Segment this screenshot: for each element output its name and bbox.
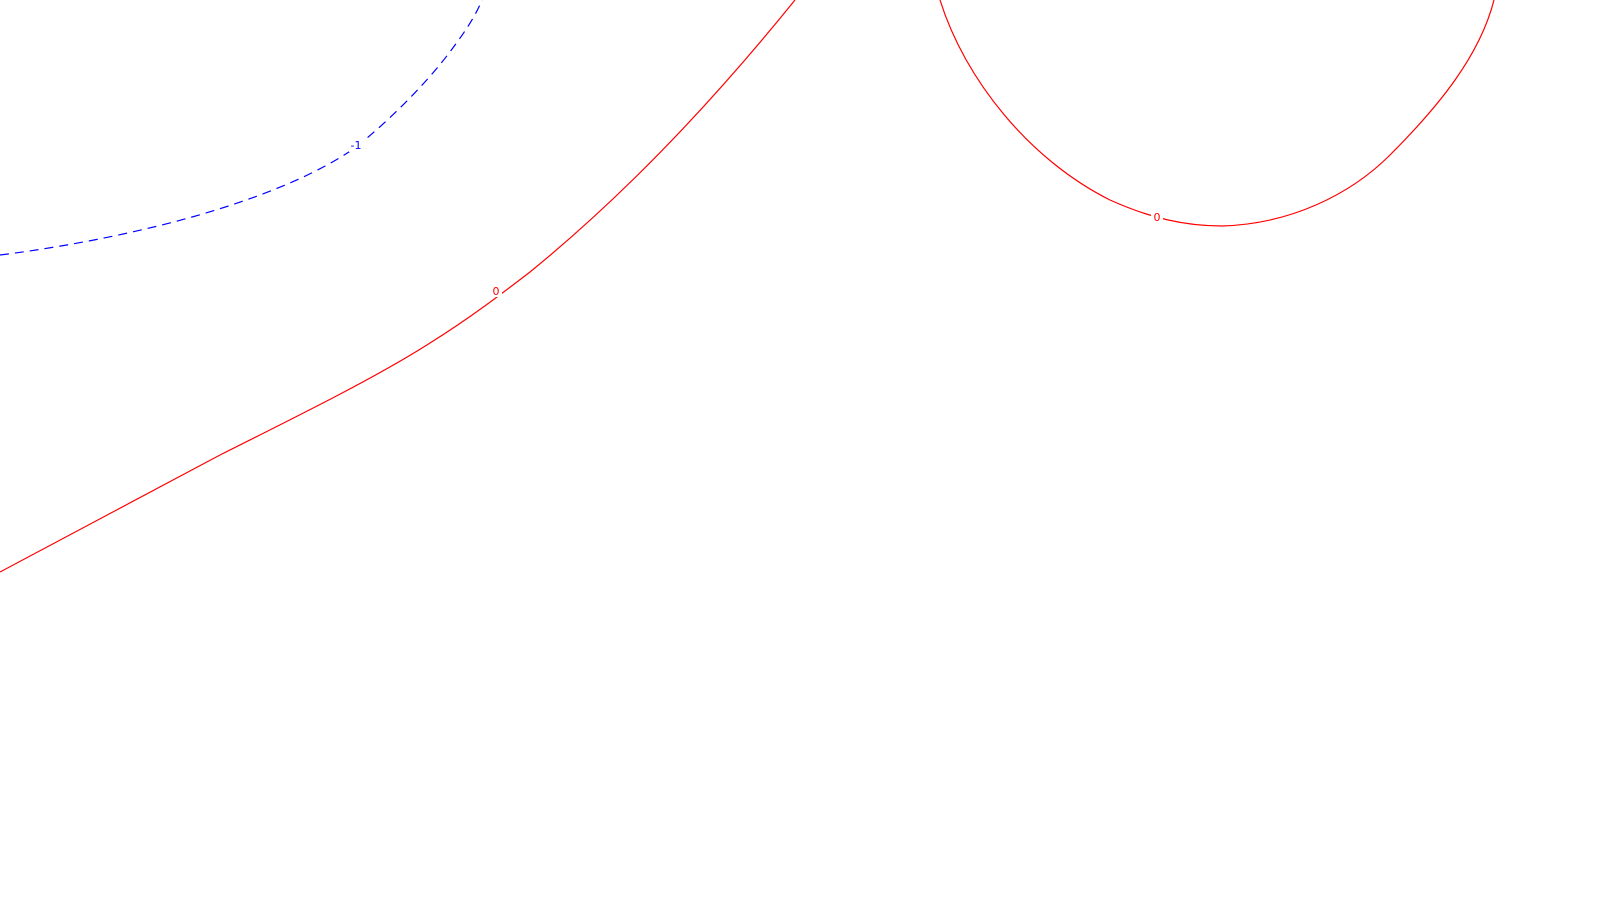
contour-label-bg-neg1 xyxy=(349,138,363,152)
contour-label-0-right: 0 xyxy=(1154,211,1161,224)
contour-label-0-left: 0 xyxy=(493,285,500,298)
contour-label-bg-0-left xyxy=(490,283,502,297)
contour-line-0-left xyxy=(0,0,796,573)
contour-line-0-right xyxy=(939,0,1495,227)
contour-label-bg-0-right xyxy=(1151,209,1163,223)
contour-label-neg1: -1 xyxy=(351,139,362,152)
contour-line-neg1 xyxy=(0,0,483,256)
